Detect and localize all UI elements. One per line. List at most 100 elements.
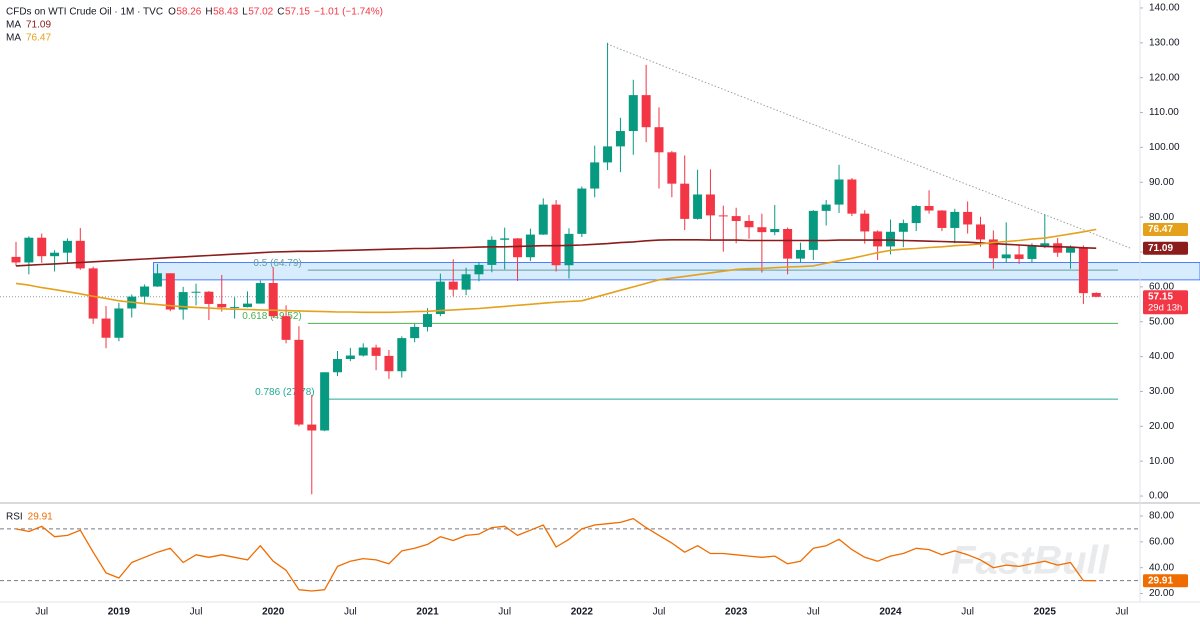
trend-line bbox=[606, 43, 1131, 249]
candle-body bbox=[320, 372, 330, 431]
x-tick-label: Jul bbox=[190, 607, 203, 618]
y-tick-label: 120.00 bbox=[1149, 72, 1180, 83]
y-tick-label: 110.00 bbox=[1149, 107, 1179, 118]
y-tick-label: 80.00 bbox=[1149, 212, 1174, 223]
ohlc-value: 58.26 bbox=[176, 7, 201, 18]
candle-body bbox=[423, 314, 433, 327]
candle-body bbox=[230, 307, 240, 309]
ma-legend-value: 71.09 bbox=[26, 20, 51, 31]
candle-body bbox=[950, 211, 960, 228]
candle-body bbox=[641, 95, 651, 128]
candle-body bbox=[88, 268, 98, 319]
candle-body bbox=[963, 211, 973, 225]
candle-body bbox=[140, 286, 150, 297]
ma-badge: 71.09 bbox=[1148, 243, 1173, 254]
y-tick-label: 130.00 bbox=[1149, 37, 1180, 48]
y-tick-label: 100.00 bbox=[1149, 142, 1180, 153]
candle-body bbox=[770, 228, 780, 233]
ohlc-key: O bbox=[168, 7, 176, 18]
candle-body bbox=[513, 238, 523, 258]
moving-average-line bbox=[15, 239, 1097, 267]
candle-body bbox=[615, 131, 625, 147]
candle-body bbox=[268, 283, 278, 317]
candle-body bbox=[487, 239, 497, 265]
ohlc-value: 58.43 bbox=[213, 7, 238, 18]
candle-body bbox=[1053, 243, 1063, 253]
candle-body bbox=[500, 238, 510, 240]
ohlc-key: C bbox=[277, 7, 284, 18]
candle-body bbox=[281, 316, 291, 340]
price-badge-bg bbox=[1143, 290, 1188, 315]
candle-body bbox=[821, 204, 831, 211]
x-tick-label: Jul bbox=[344, 607, 357, 618]
candle-body bbox=[1014, 254, 1024, 259]
candle-body bbox=[718, 215, 728, 217]
x-tick-label: Jul bbox=[1116, 607, 1129, 618]
candle-body bbox=[1078, 247, 1088, 294]
ohlc-key: H bbox=[205, 7, 212, 18]
zone bbox=[153, 262, 1200, 281]
candle-body bbox=[808, 210, 818, 250]
y-tick-label: 40.00 bbox=[1149, 351, 1174, 362]
price-change: −1.01 (−1.74%) bbox=[314, 7, 383, 18]
ma-badge: 76.47 bbox=[1148, 224, 1173, 235]
x-tick-label: 2019 bbox=[108, 607, 131, 618]
x-tick-label: 2020 bbox=[262, 607, 285, 618]
candle-body bbox=[860, 213, 870, 232]
y-tick-label: 30.00 bbox=[1149, 386, 1174, 397]
watermark: FastBull bbox=[951, 539, 1110, 583]
candle-body bbox=[976, 224, 985, 240]
x-tick-label: 2021 bbox=[416, 607, 439, 618]
candle-body bbox=[345, 355, 355, 360]
candle-body bbox=[693, 194, 703, 219]
candle-body bbox=[577, 188, 587, 234]
rsi-line bbox=[15, 517, 1097, 592]
candle-body bbox=[165, 273, 175, 310]
candle-body bbox=[24, 237, 34, 263]
candle-body bbox=[924, 205, 934, 211]
rsi-tick-label: 60.00 bbox=[1149, 536, 1174, 547]
candle-body bbox=[564, 233, 574, 266]
y-tick-label: 20.00 bbox=[1149, 421, 1174, 432]
candle-body bbox=[937, 210, 947, 228]
x-tick-label: Jul bbox=[653, 607, 666, 618]
candle-body bbox=[603, 146, 613, 163]
price-badge-countdown: 29d 13h bbox=[1148, 302, 1182, 313]
ohlc-value: 57.15 bbox=[285, 7, 310, 18]
x-tick-label: 2025 bbox=[1034, 607, 1057, 618]
candle-body bbox=[397, 338, 407, 372]
candle-body bbox=[744, 220, 754, 228]
ma-legend-value: 76.47 bbox=[26, 33, 51, 44]
candle-body bbox=[384, 355, 394, 372]
ma-legend-name: MA bbox=[6, 33, 21, 44]
ohlc-value: 57.02 bbox=[248, 7, 273, 18]
candle-body bbox=[50, 252, 60, 257]
rsi-legend-value: 29.91 bbox=[28, 512, 53, 523]
candle-body bbox=[680, 183, 690, 219]
y-tick-label: 90.00 bbox=[1149, 177, 1174, 188]
ohlc-key: L bbox=[242, 7, 248, 18]
y-tick-label: 0.00 bbox=[1149, 491, 1169, 502]
symbol-title: CFDs on WTI Crude Oil · 1M · TVC bbox=[6, 7, 163, 18]
candle-body bbox=[1001, 254, 1011, 259]
candle-body bbox=[461, 274, 471, 290]
candle-body bbox=[204, 291, 214, 304]
rsi-tick-label: 20.00 bbox=[1149, 588, 1174, 599]
candle-body bbox=[448, 281, 458, 290]
candle-body bbox=[731, 216, 741, 221]
ma-legend-name: MA bbox=[6, 20, 21, 31]
x-tick-label: Jul bbox=[35, 607, 48, 618]
under-layer: 0.5 (64.79) 0.618 (49.52) 0.786 (27.78) Fas… bbox=[0, 258, 1200, 583]
x-tick-label: Jul bbox=[807, 607, 820, 618]
candle-body bbox=[847, 179, 857, 214]
rsi-legend-name: RSI bbox=[6, 512, 23, 523]
x-tick-label: Jul bbox=[961, 607, 974, 618]
rsi-badge: 29.91 bbox=[1148, 575, 1173, 586]
moving-average-line bbox=[15, 228, 1097, 314]
candle-body bbox=[1091, 292, 1101, 297]
y-tick-label: 50.00 bbox=[1149, 316, 1174, 327]
candle-body bbox=[885, 231, 895, 247]
candle-body bbox=[371, 347, 381, 356]
